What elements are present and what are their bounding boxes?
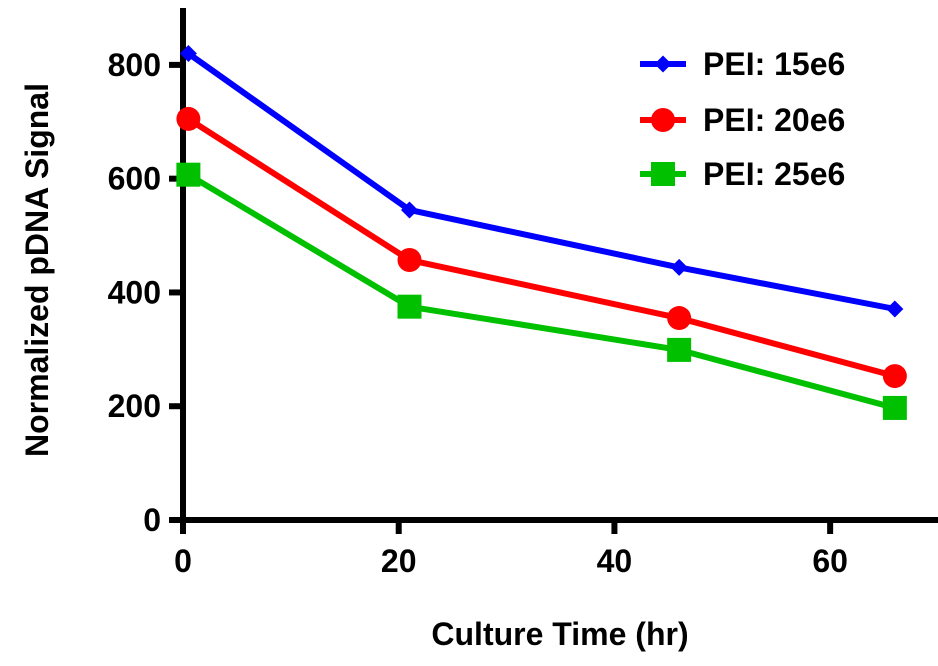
- legend: PEI: 15e6 PEI: 20e6 PEI: 25e6: [640, 46, 845, 192]
- legend-label: PEI: 20e6: [703, 102, 845, 138]
- legend-swatch-marker: [651, 108, 675, 132]
- series-3: [176, 162, 907, 420]
- y-tick-label: 0: [143, 502, 161, 538]
- data-point: [179, 45, 197, 63]
- y-tick-label: 400: [108, 274, 161, 310]
- data-point: [397, 248, 422, 273]
- y-tick-label: 600: [108, 161, 161, 197]
- series-2: [176, 106, 907, 389]
- series-1: [179, 45, 904, 318]
- x-tick-label: 40: [597, 543, 633, 579]
- legend-swatch-marker: [654, 55, 672, 73]
- y-axis-title: Normalized pDNA Signal: [19, 83, 55, 457]
- data-point: [401, 201, 418, 219]
- data-point: [176, 106, 201, 131]
- data-point: [886, 300, 904, 318]
- x-tick-label: 60: [812, 543, 848, 579]
- legend-label: PEI: 25e6: [703, 156, 845, 192]
- data-point: [882, 395, 907, 420]
- y-tick-label: 200: [108, 388, 161, 424]
- legend-item-3: PEI: 25e6: [640, 156, 845, 192]
- legend-swatch-marker: [651, 162, 675, 186]
- series-layer: [176, 45, 907, 420]
- x-tick-label: 20: [381, 543, 417, 579]
- data-point: [667, 337, 692, 362]
- x-tick-label: 0: [174, 543, 192, 579]
- legend-item-2: PEI: 20e6: [640, 102, 845, 138]
- y-tick-label: 800: [108, 47, 161, 83]
- series-line: [186, 172, 896, 411]
- x-axis-title: Culture Time (hr): [431, 616, 688, 652]
- data-point: [667, 306, 692, 331]
- axes: 0 200 400 600 800 0 20 40 60: [108, 8, 938, 579]
- data-point: [882, 364, 907, 389]
- data-point: [176, 162, 201, 187]
- data-point: [397, 294, 422, 319]
- legend-label: PEI: 15e6: [703, 46, 845, 82]
- series-line: [186, 116, 896, 379]
- series-line: [186, 51, 896, 312]
- data-point: [670, 258, 688, 276]
- legend-item-1: PEI: 15e6: [640, 46, 845, 82]
